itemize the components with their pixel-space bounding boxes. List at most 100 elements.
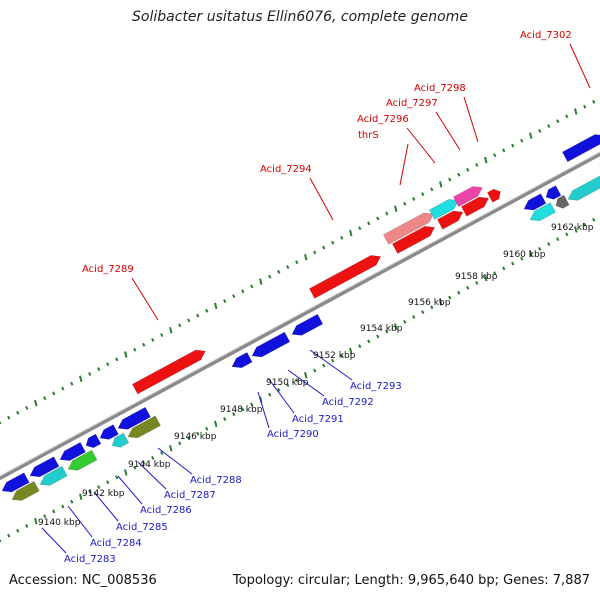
inner-dotted-guide: [304, 372, 308, 379]
inner-dotted-guide: [160, 451, 164, 456]
inner-dotted-guide: [511, 261, 515, 266]
gene-arrow-cyan-4: [567, 174, 600, 201]
map-title: Solibacter usitatus Ellin6076, complete …: [132, 9, 468, 25]
outer-dotted-guide: [295, 260, 299, 265]
gene-arrow-r3: [59, 442, 86, 461]
outer-dotted-guide: [331, 240, 335, 245]
genome-backbone: [0, 151, 600, 481]
gene-label-thrs: thrS: [358, 130, 379, 141]
gene-label-acid-7298: Acid_7298: [414, 83, 466, 94]
gene-arrow-red-a: [392, 226, 435, 254]
gene-arrow-green: [67, 449, 98, 471]
gene-arrow-red-b: [437, 210, 464, 230]
gene-arrow-red-c: [487, 188, 501, 203]
inner-dotted-guide: [592, 217, 596, 222]
gene-arrow-blue-f: [562, 134, 600, 163]
outer-dotted-guide: [268, 274, 272, 279]
gene-arrow-olive-2: [127, 415, 161, 439]
outer-dotted-guide: [115, 357, 119, 362]
inner-dotted-guide: [214, 420, 218, 428]
outer-dotted-guide: [178, 323, 182, 328]
outer-dotted-guide: [367, 221, 371, 226]
inner-dotted-guide: [97, 485, 101, 490]
gene-label-acid-7284: Acid_7284: [90, 538, 142, 549]
gene-arrow-cyan-3: [529, 202, 556, 222]
inner-dotted-guide: [520, 256, 524, 261]
inner-dotted-guide: [448, 295, 452, 300]
leader-line: [309, 349, 353, 381]
outer-dotted-guide: [241, 289, 245, 294]
outer-dotted-guide: [547, 124, 551, 129]
gene-label-acid-7291: Acid_7291: [292, 414, 344, 425]
genome-summary: Topology: circular; Length: 9,965,640 bp…: [232, 573, 590, 588]
outer-dotted-guide: [421, 192, 425, 197]
outer-dotted-guide: [484, 156, 488, 164]
inner-dotted-guide: [61, 504, 65, 509]
inner-dotted-guide: [403, 319, 407, 324]
outer-dotted-guide: [88, 371, 92, 376]
gene-label-acid-7287: Acid_7287: [164, 490, 216, 501]
outer-dotted-guide: [583, 104, 587, 109]
gene-label-acid-7290: Acid_7290: [267, 429, 319, 440]
outer-dotted-guide: [439, 181, 443, 188]
gene-arrow-acid-7294: [309, 255, 382, 299]
leader-line: [117, 475, 143, 505]
gene-arrow-r7: [523, 193, 547, 211]
gene-arrow-r6: [117, 406, 151, 430]
outer-dotted-guide: [97, 367, 101, 372]
inner-dotted-guide: [205, 426, 209, 431]
outer-dotted-guide: [430, 187, 434, 192]
inner-dotted-guide: [583, 222, 587, 227]
gene-arrow-cyan: [39, 465, 68, 486]
outer-dotted-guide: [385, 211, 389, 216]
outer-dotted-guide: [61, 386, 65, 391]
gene-label-acid-7283: Acid_7283: [64, 554, 116, 565]
inner-dotted-guide: [124, 469, 128, 476]
gene-label-acid-7293: Acid_7293: [350, 381, 402, 392]
inner-dotted-guide: [547, 242, 551, 247]
inner-dotted-guide: [106, 480, 110, 485]
outer-dotted-guide: [304, 254, 308, 261]
leader-line: [41, 527, 67, 554]
gene-arrow-acid-7290: [231, 352, 253, 369]
outer-dotted-guide: [52, 391, 56, 396]
outer-dotted-guide: [313, 250, 317, 255]
outer-dotted-guide: [493, 153, 497, 158]
gene-label-acid-7296: Acid_7296: [357, 114, 409, 125]
outer-dotted-guide: [349, 229, 353, 237]
inner-dotted-guide: [295, 378, 299, 383]
outer-dotted-guide: [259, 278, 263, 285]
outer-dotted-guide: [16, 410, 20, 415]
outer-dotted-guide: [223, 299, 227, 303]
outer-dotted-guide: [511, 143, 515, 148]
backbone-highlight: [0, 151, 600, 477]
inner-dotted-guide: [241, 407, 245, 412]
outer-dotted-guide: [466, 167, 470, 172]
gene-arrow-r1: [1, 472, 30, 493]
scale-tick-label: 9160 kbp: [503, 250, 546, 260]
inner-dotted-guide: [574, 226, 578, 233]
outer-dotted-guide: [340, 235, 344, 240]
leader-line: [399, 143, 409, 186]
outer-dotted-guide: [34, 399, 38, 407]
outer-dotted-guide: [7, 415, 11, 420]
leader-line: [435, 111, 461, 151]
scale-tick-label: 9146 kbp: [174, 432, 217, 442]
inner-dotted-guide: [358, 344, 362, 349]
scale-tick-label: 9162 kbp: [551, 223, 594, 233]
outer-dotted-guide: [277, 269, 281, 274]
inner-dotted-guide: [529, 250, 533, 258]
leader-line: [569, 43, 591, 89]
leader-line: [309, 177, 334, 221]
gene-label-acid-7302: Acid_7302: [520, 30, 572, 41]
inner-dotted-guide: [313, 368, 317, 373]
inner-dotted-guide: [196, 431, 200, 436]
gene-label-acid-7297: Acid_7297: [386, 98, 438, 109]
dotted-guides: [0, 99, 596, 543]
inner-dotted-guide: [457, 290, 461, 295]
outer-dotted-guide: [70, 381, 74, 386]
leader-line: [131, 277, 159, 321]
outer-dotted-guide: [592, 99, 596, 104]
gene-arrow-acid-7289: [132, 349, 206, 395]
